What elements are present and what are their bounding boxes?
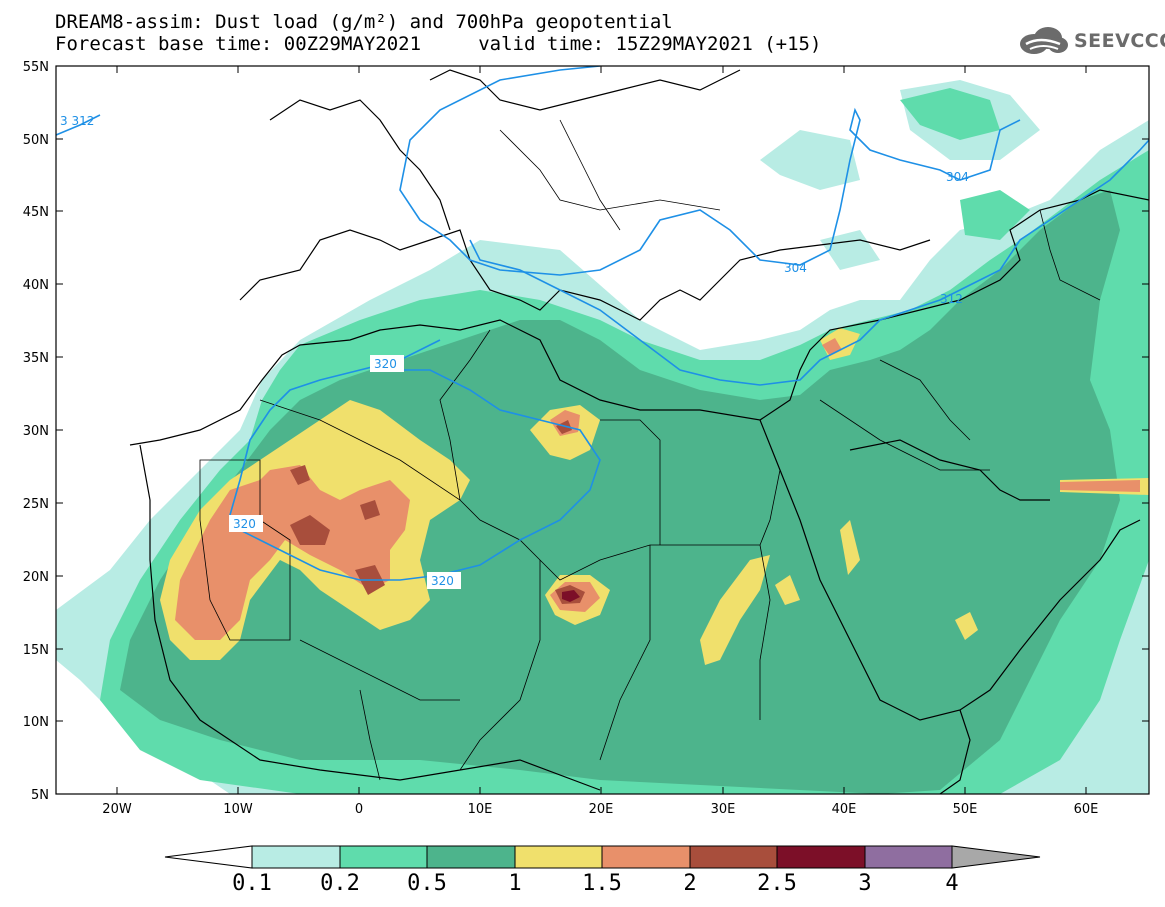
lat-label: 20N: [23, 570, 49, 585]
dust-level-1-sudan: [700, 555, 770, 665]
country-borders: [199, 119, 1101, 781]
dust-fields: [56, 66, 1149, 794]
colorbar-label: 0.2: [320, 871, 360, 896]
colorbar-segment: [339, 845, 428, 869]
lat-label: 55N: [23, 60, 49, 75]
lat-label: 50N: [23, 133, 49, 148]
colorbar-under-triangle: [164, 845, 253, 869]
colorbar-segment: [251, 845, 341, 869]
contour-label: 312: [940, 292, 963, 306]
colorbar-label: 0.1: [232, 871, 272, 896]
lon-label: 30E: [711, 802, 736, 817]
dust-level-02-north: [900, 88, 1030, 240]
dust-level-15: [175, 465, 410, 640]
colorbar-label: 2: [683, 871, 697, 896]
colorbar-label: 2.5: [757, 871, 797, 896]
lat-label: 15N: [23, 643, 49, 658]
colorbar-label: 3: [858, 871, 872, 896]
seevccc-logo: SEEVCCC: [1016, 24, 1165, 60]
lat-label: 30N: [23, 424, 49, 439]
colorbar-label: 4: [945, 871, 959, 896]
contour-label-bg: [229, 515, 263, 532]
colorbar-over-triangle: [951, 845, 1041, 869]
colorbar-label: 0.5: [407, 871, 447, 896]
map-title-line1: DREAM8-assim: Dust load (g/m²) and 700hP…: [55, 11, 673, 33]
axis-ticks: [56, 65, 1149, 795]
contour-labels: 3 312 304 304 312 320 320 320: [60, 114, 969, 589]
colorbar-label: 1: [508, 871, 522, 896]
lat-label: 5N: [31, 788, 49, 803]
lon-label: 20E: [589, 802, 614, 817]
longitude-labels: 20W 10W 0 10E 20E 30E 40E 50E 60E: [102, 802, 1098, 817]
contour-label: 304: [946, 170, 969, 184]
lon-label: 10W: [223, 802, 253, 817]
lat-label: 10N: [23, 715, 49, 730]
contour-312: [469, 139, 1149, 386]
contour-label: 320: [374, 357, 397, 371]
dust-level-25: [562, 590, 580, 602]
lon-label: 10E: [468, 802, 493, 817]
lon-label: 60E: [1074, 802, 1099, 817]
lat-label: 40N: [23, 278, 49, 293]
colorbar-label: 1.5: [582, 871, 622, 896]
contour-label-bg: [427, 572, 461, 589]
map-title-line2: Forecast base time: 00Z29MAY2021 valid t…: [55, 33, 822, 55]
colorbar-segment: [601, 845, 691, 869]
geopotential-contours: [56, 66, 1149, 581]
coastlines: [129, 69, 1149, 794]
contour-304: [399, 66, 1021, 276]
contour-label: 320: [431, 574, 454, 588]
lat-label: 25N: [23, 497, 49, 512]
contour-label: 320: [233, 517, 256, 531]
colorbar-segment: [426, 845, 516, 869]
dust-level-05: [120, 190, 1120, 794]
colorbar-segment: [689, 845, 778, 869]
colorbar-segment: [514, 845, 603, 869]
contour-label: 3 312: [60, 114, 94, 128]
lat-label: 45N: [23, 205, 49, 220]
contour-320: [229, 339, 601, 581]
colorbar-segment: [864, 845, 953, 869]
lon-label: 20W: [102, 802, 132, 817]
colorbar-segment: [776, 845, 866, 869]
cloud-logo-icon: [1020, 27, 1068, 54]
latitude-labels: 55N 50N 45N 40N 35N 30N 25N 20N 15N 10N …: [23, 60, 49, 803]
colorbar: [164, 845, 1041, 869]
lat-label: 35N: [23, 351, 49, 366]
contour-312-west: [56, 114, 101, 136]
logo-text: SEEVCCC: [1074, 30, 1165, 52]
contour-label: 304: [784, 261, 807, 275]
lon-label: 50E: [953, 802, 978, 817]
lon-label: 0: [355, 802, 363, 817]
lon-label: 40E: [832, 802, 857, 817]
contour-label-bg: [370, 355, 404, 372]
